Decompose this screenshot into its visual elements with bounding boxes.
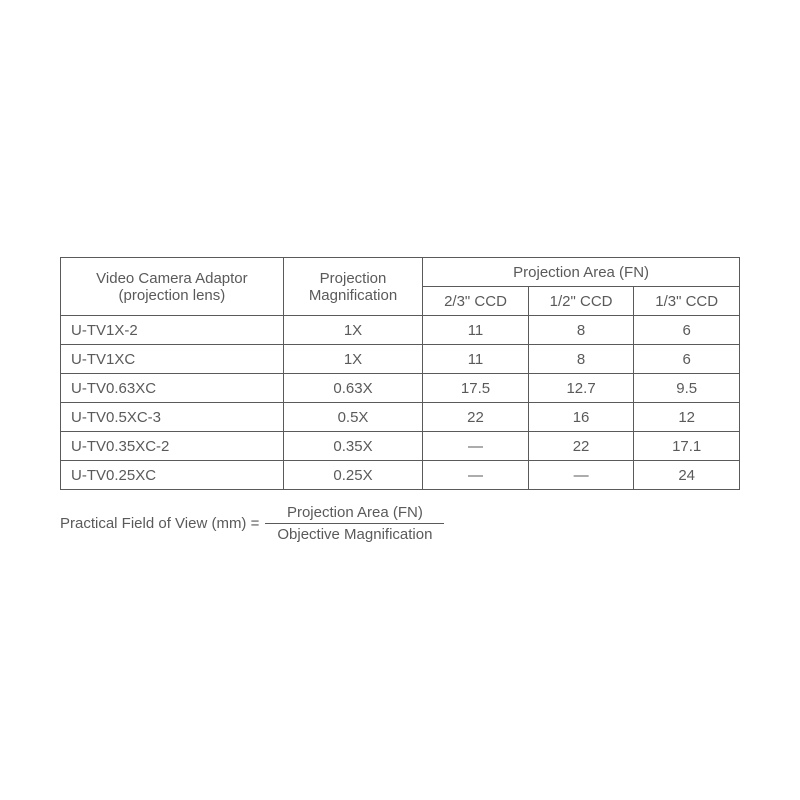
formula-numerator: Projection Area (FN) <box>275 504 435 523</box>
cell-c1: — <box>423 432 529 461</box>
th-adaptor-line2: (projection lens) <box>119 287 226 304</box>
cell-mag: 0.5X <box>283 403 422 432</box>
cell-c3: 12 <box>634 403 740 432</box>
cell-mag: 0.25X <box>283 461 422 490</box>
cell-c3: 9.5 <box>634 374 740 403</box>
cell-c3: 24 <box>634 461 740 490</box>
cell-c2: 8 <box>528 316 634 345</box>
cell-c2: 22 <box>528 432 634 461</box>
th-mag-line1: Projection <box>320 270 387 287</box>
cell-name: U-TV0.25XC <box>61 461 284 490</box>
cell-c1: — <box>423 461 529 490</box>
cell-c3: 6 <box>634 316 740 345</box>
cell-c2: 16 <box>528 403 634 432</box>
th-adaptor-line1: Video Camera Adaptor <box>96 270 248 287</box>
cell-mag: 1X <box>283 316 422 345</box>
cell-c1: 11 <box>423 316 529 345</box>
cell-mag: 0.35X <box>283 432 422 461</box>
cell-c1: 11 <box>423 345 529 374</box>
cell-c3: 6 <box>634 345 740 374</box>
cell-mag: 0.63X <box>283 374 422 403</box>
content-wrapper: Video Camera Adaptor (projection lens) P… <box>60 257 740 543</box>
cell-name: U-TV1XC <box>61 345 284 374</box>
formula-denominator: Objective Magnification <box>265 523 444 543</box>
cell-c2: 12.7 <box>528 374 634 403</box>
cell-name: U-TV0.5XC-3 <box>61 403 284 432</box>
th-adaptor: Video Camera Adaptor (projection lens) <box>61 258 284 316</box>
cell-mag: 1X <box>283 345 422 374</box>
th-ccd-12: 1/2" CCD <box>528 287 634 316</box>
cell-c2: 8 <box>528 345 634 374</box>
table-row: U-TV0.35XC-2 0.35X — 22 17.1 <box>61 432 740 461</box>
th-ccd-23: 2/3" CCD <box>423 287 529 316</box>
table-row: U-TV0.25XC 0.25X — — 24 <box>61 461 740 490</box>
table-row: U-TV1XC 1X 11 8 6 <box>61 345 740 374</box>
adaptor-table: Video Camera Adaptor (projection lens) P… <box>60 257 740 490</box>
cell-c1: 17.5 <box>423 374 529 403</box>
cell-name: U-TV1X-2 <box>61 316 284 345</box>
cell-name: U-TV0.63XC <box>61 374 284 403</box>
th-mag-line2: Magnification <box>309 287 397 304</box>
table-row: U-TV0.5XC-3 0.5X 22 16 12 <box>61 403 740 432</box>
cell-name: U-TV0.35XC-2 <box>61 432 284 461</box>
cell-c3: 17.1 <box>634 432 740 461</box>
cell-c2: — <box>528 461 634 490</box>
formula-lhs: Practical Field of View (mm) = <box>60 515 259 532</box>
table-row: U-TV1X-2 1X 11 8 6 <box>61 316 740 345</box>
cell-c1: 22 <box>423 403 529 432</box>
th-projection-area: Projection Area (FN) <box>423 258 740 287</box>
formula-fraction: Projection Area (FN) Objective Magnifica… <box>265 504 444 543</box>
formula: Practical Field of View (mm) = Projectio… <box>60 504 740 543</box>
th-ccd-13: 1/3" CCD <box>634 287 740 316</box>
table-row: U-TV0.63XC 0.63X 17.5 12.7 9.5 <box>61 374 740 403</box>
th-magnification: Projection Magnification <box>283 258 422 316</box>
